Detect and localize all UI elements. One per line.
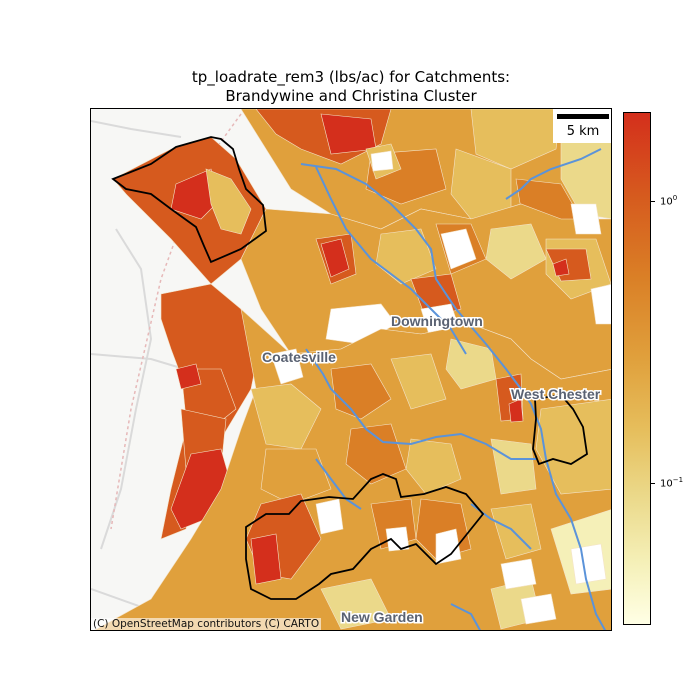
choropleth-map: Downingtown Coatesville West Chester New… [91,109,611,630]
colorbar-tick-1e-1 [651,483,655,484]
tick-exponent: −1 [672,476,684,484]
place-label-west-chester: West Chester [511,386,601,402]
place-label-new-garden: New Garden [341,609,423,625]
tick-base: 10 [660,196,673,208]
colorbar-tick-1e0 [651,201,655,202]
tick-base: 10 [660,478,673,490]
colorbar-ticklabel-1e0: 100 [660,194,677,207]
place-label-coatesville: Coatesville [262,349,336,365]
scale-bar-line [557,114,609,119]
colorbar-ticklabel-1e-1: 10−1 [660,476,683,489]
map-title: tp_loadrate_rem3 (lbs/ac) for Catchments… [191,68,511,105]
scale-bar-label: 5 km [566,124,600,139]
catchment-polygons [94,109,611,630]
scale-bar: 5 km [553,109,611,143]
map-canvas[interactable]: Downingtown Coatesville West Chester New… [90,108,612,631]
place-label-downingtown: Downingtown [391,313,483,329]
rivers [300,148,607,630]
place-labels: Downingtown Coatesville West Chester New… [261,312,603,627]
colorbar [623,112,651,625]
tick-exponent: 0 [672,194,678,202]
map-attribution: (C) OpenStreetMap contributors (C) CARTO [91,618,322,630]
cluster-outlines [111,136,588,600]
